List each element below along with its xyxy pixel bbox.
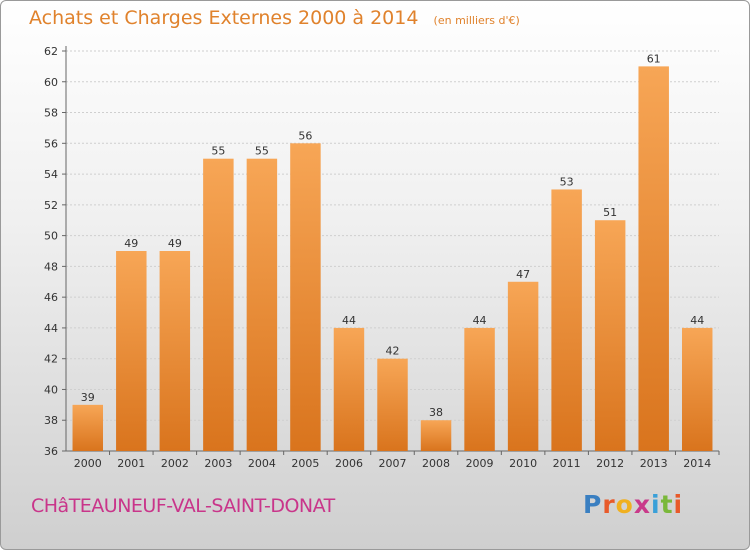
logo-letter: r (602, 490, 616, 519)
ytick-label-48: 48 (44, 260, 58, 273)
xtick-label-2008: 2008 (422, 457, 450, 470)
bar-2003 (203, 158, 234, 451)
ytick-label-38: 38 (44, 414, 58, 427)
bar-2002 (159, 251, 191, 451)
data-label-2008: 38 (429, 406, 443, 419)
bar-2001 (116, 251, 147, 451)
data-label-2004: 55 (255, 145, 269, 158)
data-label-2005: 56 (298, 129, 312, 142)
y-tick-labels: 36 38 40 42 44 46 48 50 52 54 56 58 60 62 (44, 45, 58, 458)
xtick-label-2004: 2004 (248, 457, 276, 470)
xtick-label-2007: 2007 (379, 457, 407, 470)
xtick-label-2003: 2003 (204, 457, 232, 470)
proxiti-logo: Proxiti (583, 490, 683, 519)
xtick-label-2001: 2001 (117, 457, 145, 470)
logo-letter: i (651, 490, 661, 519)
logo-letter: x (633, 490, 651, 519)
data-label-2006: 44 (342, 314, 356, 327)
data-label-2013: 61 (647, 52, 661, 65)
bar-2000 (72, 404, 104, 451)
xtick-label-2002: 2002 (161, 457, 189, 470)
title-row: Achats et Charges Externes 2000 à 2014 (… (29, 7, 520, 29)
xtick-label-2013: 2013 (640, 457, 668, 470)
bar-2010 (507, 281, 539, 451)
chart-subtitle: (en milliers d'€) (433, 14, 520, 27)
xtick-label-2005: 2005 (291, 457, 319, 470)
data-label-2012: 51 (603, 206, 617, 219)
logo-letter: i (673, 490, 684, 519)
ytick-label-42: 42 (44, 353, 58, 366)
bar-2011 (551, 189, 582, 451)
logo-letter: o (615, 490, 634, 519)
data-label-2002: 49 (168, 237, 182, 250)
data-label-2003: 55 (211, 145, 225, 158)
xtick-label-2010: 2010 (509, 457, 537, 470)
data-label-2014: 44 (690, 314, 704, 327)
xtick-label-2012: 2012 (596, 457, 624, 470)
xtick-label-2011: 2011 (553, 457, 581, 470)
xtick-label-2009: 2009 (466, 457, 494, 470)
logo-letter: t (660, 490, 674, 519)
chart-title: Achats et Charges Externes 2000 à 2014 (29, 7, 419, 29)
bar-2008 (420, 420, 452, 451)
ytick-label-60: 60 (44, 76, 58, 89)
ytick-label-40: 40 (44, 383, 58, 396)
bar-2005 (290, 143, 321, 452)
town-name: CHâTEAUNEUF-VAL-SAINT-DONAT (31, 495, 335, 517)
data-label-2011: 53 (560, 175, 574, 188)
bar-2004 (246, 158, 278, 451)
ytick-label-56: 56 (44, 137, 58, 150)
bar-2009 (464, 327, 495, 451)
ytick-label-54: 54 (44, 168, 58, 181)
data-label-2001: 49 (124, 237, 138, 250)
bar-2014 (681, 327, 713, 451)
bar-2012 (594, 220, 626, 451)
ytick-label-44: 44 (44, 322, 58, 335)
bars (72, 66, 713, 452)
ytick-label-50: 50 (44, 230, 58, 243)
ytick-label-62: 62 (44, 45, 58, 58)
data-labels: 39 49 49 55 55 56 44 42 38 44 47 53 51 61 44 (81, 52, 704, 419)
data-label-2000: 39 (81, 391, 95, 404)
bar-2013 (638, 66, 669, 451)
xtick-label-2014: 2014 (683, 457, 711, 470)
xtick-label-2000: 2000 (74, 457, 102, 470)
bar-2006 (333, 327, 365, 451)
bar-2007 (377, 358, 408, 451)
ytick-label-36: 36 (44, 445, 58, 458)
data-label-2009: 44 (473, 314, 487, 327)
ytick-label-46: 46 (44, 291, 58, 304)
data-label-2007: 42 (386, 345, 400, 358)
logo-letter: P (583, 490, 603, 519)
ytick-label-58: 58 (44, 107, 58, 120)
x-tick-labels: 2000 2001 2002 2003 2004 2005 2006 2007 2008 2009… (74, 457, 711, 470)
ytick-label-52: 52 (44, 199, 58, 212)
xtick-label-2006: 2006 (335, 457, 363, 470)
data-label-2010: 47 (516, 268, 530, 281)
